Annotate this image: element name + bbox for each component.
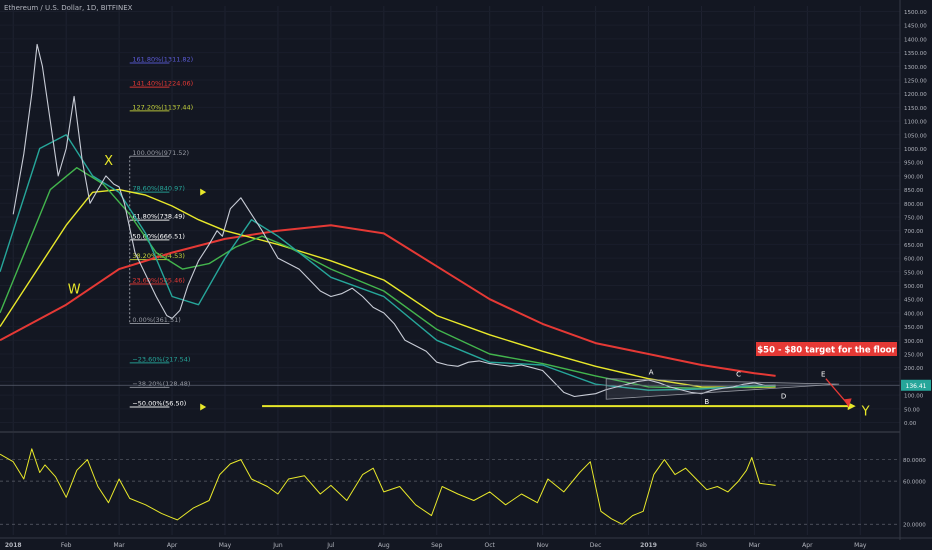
price-tick-label: 600.00 xyxy=(904,257,924,263)
price-tick-label: 350.00 xyxy=(904,325,924,331)
rsi-panel xyxy=(0,448,900,525)
projection-arrow-head xyxy=(843,398,852,408)
price-tick-label: 800.00 xyxy=(904,202,924,208)
fib-label: 161.80%(1311.82) xyxy=(132,56,193,64)
annotations: X W Y A B C D E $50 - $80 target for the floor xyxy=(68,154,897,420)
price-tick-label: 700.00 xyxy=(904,229,924,235)
pointer-arrow xyxy=(200,403,207,411)
price-tick-label: 300.00 xyxy=(904,339,924,345)
price-tick-label: 1200.00 xyxy=(904,92,927,98)
price-tick-label: 1150.00 xyxy=(904,106,927,112)
time-tick-label: Mar xyxy=(113,542,125,549)
fib-label: 50.00%(666.51) xyxy=(132,232,185,240)
time-tick-label: Aug xyxy=(378,542,390,549)
wave-label: D xyxy=(781,392,786,400)
time-tick-label: Apr xyxy=(167,542,178,549)
wave-label: A xyxy=(649,369,654,377)
fib-label: 78.60%(840.97) xyxy=(132,185,185,193)
time-tick-label: Jul xyxy=(326,542,335,549)
fib-label: 141.40%(1224.06) xyxy=(132,80,193,88)
fib-label: 61.80%(738.49) xyxy=(132,213,185,221)
fib-label: 127.20%(1137.44) xyxy=(132,103,193,111)
price-tick-label: 1100.00 xyxy=(904,120,927,126)
price-line xyxy=(12,43,776,398)
grid xyxy=(0,6,932,535)
time-tick-label: Jun xyxy=(272,542,283,549)
fibonacci-levels: 161.80%(1311.82) 141.40%(1224.06) 127.20%(… xyxy=(129,56,193,408)
price-tick-label: 450.00 xyxy=(904,298,924,304)
price-tick-label: 550.00 xyxy=(904,270,924,276)
price-tick-label: 850.00 xyxy=(904,188,924,194)
fib-label: −50.00%(56.50) xyxy=(132,400,186,408)
chart-title: Ethereum / U.S. Dollar, 1D, BITFINEX xyxy=(4,4,133,12)
price-series xyxy=(12,43,776,398)
fib-label: 0.00%(361.51) xyxy=(132,316,180,324)
time-tick-label: Sep xyxy=(431,542,443,549)
price-tick-label: 950.00 xyxy=(904,161,924,167)
price-tick-label: 650.00 xyxy=(904,243,924,249)
time-tick-label: Dec xyxy=(590,542,602,549)
wave-label: E xyxy=(821,370,825,378)
moving-average-line xyxy=(0,224,776,377)
current-price-tag xyxy=(901,379,931,391)
drawings xyxy=(0,188,900,411)
price-tick-label: 1400.00 xyxy=(904,37,927,43)
time-tick-label: 2019 xyxy=(640,542,657,549)
projection-arrow-line xyxy=(825,378,848,404)
time-tick-label: May xyxy=(854,542,867,549)
rsi-tick-label: 20.0000 xyxy=(903,523,926,529)
wave-label: W xyxy=(68,283,81,298)
rsi-line xyxy=(0,448,776,525)
triangle-pattern xyxy=(605,378,840,400)
callout-text: $50 - $80 target for the floor xyxy=(757,346,896,356)
rsi-tick-label: 80.0000 xyxy=(903,458,926,464)
wave-label: B xyxy=(704,398,709,406)
price-tick-label: 1050.00 xyxy=(904,133,927,139)
time-tick-label: 2018 xyxy=(5,542,22,549)
price-tick-label: 900.00 xyxy=(904,174,924,180)
fib-label: 100.00%(971.52) xyxy=(132,149,189,157)
price-tick-label: 100.00 xyxy=(904,394,924,400)
current-price-label: 136.41 xyxy=(906,383,927,390)
price-tick-label: 500.00 xyxy=(904,284,924,290)
price-tick-label: 1450.00 xyxy=(904,24,927,30)
wave-label: C xyxy=(736,370,741,378)
price-tick-label: 1500.00 xyxy=(904,10,927,16)
price-tick-label: 1300.00 xyxy=(904,65,927,71)
time-tick-label: May xyxy=(219,542,232,549)
wave-label: Y xyxy=(861,405,870,420)
time-tick-label: Oct xyxy=(485,542,496,549)
price-tick-label: 1000.00 xyxy=(904,147,927,153)
time-tick-label: Nov xyxy=(537,542,549,549)
price-tick-label: 250.00 xyxy=(904,353,924,359)
wave-label: X xyxy=(104,154,113,169)
time-tick-label: Feb xyxy=(61,542,72,549)
fib-label: 23.60%(505.46) xyxy=(132,277,185,285)
fib-label: −38.20%(128.48) xyxy=(132,380,190,388)
price-axis-background xyxy=(900,0,932,550)
fib-label: −23.60%(217.54) xyxy=(132,355,190,363)
rsi-tick-label: 60.0000 xyxy=(903,480,926,486)
time-tick-label: Apr xyxy=(802,542,813,549)
time-tick-label: Mar xyxy=(749,542,761,549)
price-tick-label: 0.00 xyxy=(904,421,917,427)
price-tick-label: 1250.00 xyxy=(904,78,927,84)
moving-average-line xyxy=(0,188,776,389)
moving-average-line xyxy=(0,134,776,391)
price-tick-label: 50.00 xyxy=(904,407,920,413)
price-tick-label: 750.00 xyxy=(904,216,924,222)
callout-box xyxy=(756,342,897,356)
pointer-arrow xyxy=(200,188,207,196)
price-tick-label: 1350.00 xyxy=(904,51,927,57)
price-tick-label: 200.00 xyxy=(904,366,924,372)
price-tick-label: 400.00 xyxy=(904,311,924,317)
time-tick-label: Feb xyxy=(696,542,707,549)
